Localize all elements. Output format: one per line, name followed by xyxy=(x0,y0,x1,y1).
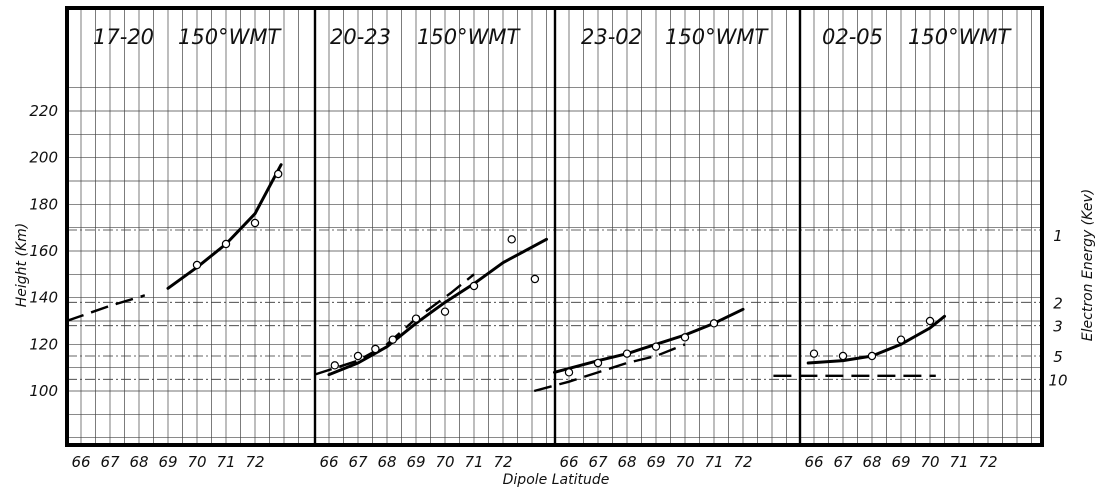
x-tick-label: 66 xyxy=(71,453,90,471)
y-tick-label: 180 xyxy=(29,195,58,213)
mean-point xyxy=(507,235,516,244)
dashed-curve xyxy=(314,273,475,376)
x-axis-label: Dipole Latitude xyxy=(503,472,610,488)
mean-point xyxy=(388,335,397,344)
x-tick-label: 70 xyxy=(920,453,939,471)
mean-point xyxy=(469,281,479,291)
panel-2-title-lon: 150°WMT xyxy=(417,25,521,49)
dashed-curve xyxy=(533,343,686,393)
mean-point xyxy=(838,351,848,361)
x-tick-label: 68 xyxy=(617,453,636,471)
energy-tick-label: 1 xyxy=(1053,227,1063,245)
panel-titles: 17-20 150°WMT 20-23 150°WMT 23-02 150°WM… xyxy=(93,25,1012,49)
fit-curve xyxy=(327,237,548,377)
energy-axis-label: Electron Energy (Kev) xyxy=(1080,189,1096,341)
mean-point xyxy=(371,344,380,354)
x-tick-label: 68 xyxy=(377,453,396,471)
x-tick-label: 69 xyxy=(406,453,425,471)
x-tick-label: 71 xyxy=(704,453,723,471)
x-tick-label: 69 xyxy=(891,453,910,471)
panel-3-title-time: 23-02 xyxy=(581,25,642,49)
mean-point xyxy=(250,218,260,228)
mean-point xyxy=(274,169,283,179)
energy-tick-label: 5 xyxy=(1053,348,1063,366)
mean-point xyxy=(709,319,719,328)
x-tick-label: 69 xyxy=(158,453,177,471)
plot-frame xyxy=(65,6,1044,447)
x-tick-label: 71 xyxy=(216,453,235,471)
mean-point xyxy=(192,260,202,270)
x-tick-label: 67 xyxy=(348,453,368,471)
y-tick-label: 120 xyxy=(29,335,58,353)
dashed-curve xyxy=(66,294,146,323)
y-tick-label: 160 xyxy=(29,242,58,260)
panel-4-title-lon: 150°WMT xyxy=(908,25,1012,49)
panel-1-title-time: 17-20 xyxy=(93,25,154,49)
mean-point xyxy=(221,239,231,249)
x-tick-label: 66 xyxy=(319,453,338,471)
y-tick-label: 140 xyxy=(29,289,58,307)
x-tick-label: 72 xyxy=(245,453,264,471)
energy-tick-label: 3 xyxy=(1053,318,1063,336)
x-tick-label: 67 xyxy=(100,453,120,471)
y-axis-label: Height (Km) xyxy=(14,223,30,307)
mean-point xyxy=(564,368,574,377)
x-tick-label: 72 xyxy=(733,453,752,471)
y-tick-label: 100 xyxy=(29,382,58,400)
mean-point xyxy=(896,335,906,344)
x-tick-label: 72 xyxy=(978,453,997,471)
x-tick-label: 67 xyxy=(588,453,608,471)
mean-point xyxy=(680,333,690,342)
mean-point xyxy=(622,349,632,358)
panel-2-title-time: 20-23 xyxy=(330,25,391,49)
mean-point xyxy=(530,274,540,284)
energy-tick-label: 2 xyxy=(1053,294,1063,312)
fit-curve xyxy=(166,163,283,290)
x-tick-label: 66 xyxy=(559,453,578,471)
x-tick-label: 71 xyxy=(464,453,483,471)
mean-point xyxy=(867,351,877,361)
x-tick-label: 68 xyxy=(129,453,148,471)
mean-point xyxy=(925,316,935,326)
mean-point xyxy=(411,314,421,323)
x-tick-label: 70 xyxy=(187,453,206,471)
mean-point xyxy=(593,358,603,368)
energy-tick-label: 10 xyxy=(1048,371,1067,389)
x-tick-label: 66 xyxy=(804,453,823,471)
mean-point xyxy=(353,351,363,361)
x-tick-label: 70 xyxy=(675,453,694,471)
panel-1-title-lon: 150°WMT xyxy=(178,25,282,49)
x-tick-label: 67 xyxy=(833,453,853,471)
y-tick-label: 220 xyxy=(29,102,58,120)
y-tick-label: 200 xyxy=(29,149,58,167)
x-tick-label: 68 xyxy=(862,453,881,471)
mean-point xyxy=(440,307,450,316)
x-tick-label: 71 xyxy=(949,453,968,471)
mean-point xyxy=(330,361,339,370)
panel-3-title-lon: 150°WMT xyxy=(665,25,769,49)
x-tick-label: 69 xyxy=(646,453,665,471)
fit-curve xyxy=(806,314,946,365)
fit-curve xyxy=(553,307,745,374)
panel-4-title-time: 02-05 xyxy=(822,25,883,49)
mean-point xyxy=(651,342,661,351)
x-tick-label: 70 xyxy=(435,453,454,471)
x-tick-label: 72 xyxy=(493,453,512,471)
mean-point xyxy=(809,349,819,358)
